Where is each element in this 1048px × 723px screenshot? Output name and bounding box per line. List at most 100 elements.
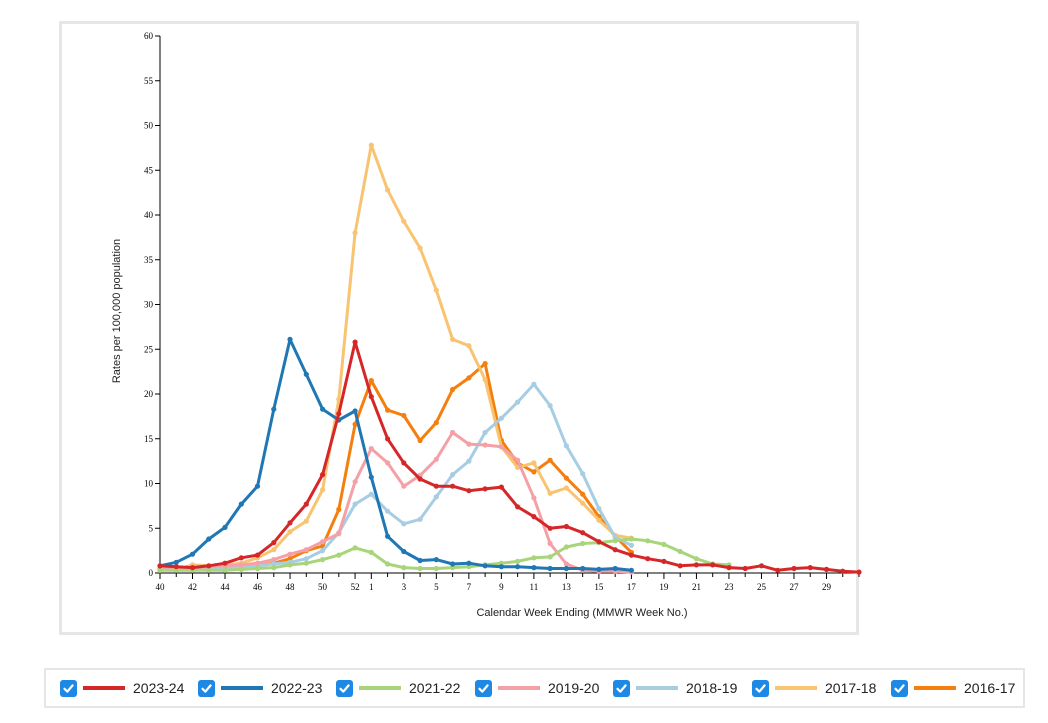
series-2023-24 bbox=[157, 339, 862, 575]
checkbox-checked-icon[interactable] bbox=[613, 679, 630, 697]
data-point bbox=[238, 566, 244, 573]
data-point bbox=[157, 563, 163, 569]
data-point bbox=[320, 472, 326, 478]
data-point bbox=[433, 565, 439, 572]
data-point bbox=[303, 501, 309, 507]
legend-swatch bbox=[775, 686, 817, 690]
data-point bbox=[466, 343, 472, 349]
data-point bbox=[775, 567, 781, 573]
data-point bbox=[271, 557, 277, 563]
data-point bbox=[563, 443, 569, 449]
data-point bbox=[271, 406, 277, 412]
data-point bbox=[157, 567, 163, 573]
data-point bbox=[677, 563, 683, 569]
data-point bbox=[417, 516, 423, 522]
data-point bbox=[742, 565, 748, 572]
legend-label: 2017-18 bbox=[825, 680, 877, 696]
data-point bbox=[238, 501, 244, 507]
data-point bbox=[254, 560, 261, 566]
x-tick-label: 29 bbox=[822, 582, 832, 592]
data-point bbox=[580, 500, 586, 506]
series-line bbox=[160, 362, 633, 571]
data-point bbox=[287, 556, 293, 562]
x-tick-label: 23 bbox=[724, 582, 734, 592]
data-point bbox=[515, 564, 521, 570]
data-point bbox=[580, 530, 586, 536]
y-tick-label: 15 bbox=[144, 434, 154, 444]
data-point bbox=[303, 560, 309, 566]
data-point bbox=[515, 504, 521, 510]
data-point bbox=[336, 552, 342, 558]
data-point bbox=[287, 520, 293, 526]
data-point bbox=[336, 531, 342, 537]
data-point bbox=[320, 557, 326, 563]
data-point bbox=[645, 556, 651, 562]
data-point bbox=[320, 539, 326, 545]
legend-item-2018-19[interactable]: 2018-19 bbox=[613, 670, 737, 706]
checkbox-checked-icon[interactable] bbox=[475, 679, 492, 697]
y-tick-label: 30 bbox=[144, 300, 154, 310]
data-point bbox=[450, 483, 456, 489]
checkbox-checked-icon[interactable] bbox=[336, 679, 353, 697]
data-point bbox=[401, 218, 407, 224]
data-point bbox=[385, 407, 391, 413]
data-point bbox=[450, 386, 456, 393]
legend-label: 2023-24 bbox=[133, 680, 185, 696]
x-tick-label: 15 bbox=[594, 582, 604, 592]
data-point bbox=[563, 485, 569, 491]
data-point bbox=[173, 564, 179, 570]
legend-item-2023-24[interactable]: 2023-24 bbox=[60, 670, 184, 706]
data-point bbox=[807, 565, 813, 571]
data-point bbox=[693, 556, 700, 562]
data-point bbox=[498, 415, 504, 421]
data-point bbox=[482, 429, 488, 436]
data-point bbox=[482, 377, 488, 383]
data-point bbox=[563, 523, 569, 530]
data-point bbox=[368, 378, 374, 384]
data-point bbox=[222, 524, 228, 530]
checkbox-checked-icon[interactable] bbox=[891, 679, 908, 697]
y-tick-label: 60 bbox=[144, 31, 154, 41]
checkbox-checked-icon[interactable] bbox=[198, 679, 215, 697]
series-line bbox=[159, 431, 632, 574]
y-tick-label: 10 bbox=[144, 479, 154, 489]
series-line bbox=[159, 143, 632, 572]
y-tick-label: 45 bbox=[144, 165, 154, 175]
legend-item-2016-17[interactable]: 2016-17 bbox=[891, 670, 1015, 706]
data-point bbox=[466, 560, 472, 566]
data-point bbox=[271, 565, 277, 571]
data-point bbox=[303, 518, 309, 524]
data-point bbox=[482, 563, 488, 569]
data-point bbox=[222, 567, 228, 573]
data-point bbox=[628, 536, 635, 542]
data-point bbox=[271, 561, 277, 567]
series-2022-23 bbox=[157, 336, 635, 573]
data-point bbox=[580, 565, 586, 572]
data-point bbox=[368, 491, 374, 497]
x-tick-label: 9 bbox=[499, 582, 504, 592]
checkbox-checked-icon[interactable] bbox=[60, 679, 77, 697]
data-point bbox=[401, 548, 407, 555]
legend-item-2021-22[interactable]: 2021-22 bbox=[336, 670, 460, 706]
data-point bbox=[531, 460, 537, 466]
y-tick-label: 5 bbox=[149, 523, 154, 533]
x-tick-label: 3 bbox=[402, 582, 407, 592]
data-point bbox=[417, 437, 423, 444]
legend-swatch bbox=[221, 686, 263, 690]
data-point bbox=[401, 412, 407, 419]
chart-panel: 0 5 10 15 20 25 30 35 40 45 50 55 60 40 42 44 46 48 50 52 1 3… bbox=[59, 21, 862, 635]
data-point bbox=[320, 548, 326, 554]
legend-item-2017-18[interactable]: 2017-18 bbox=[752, 670, 876, 706]
x-tick-label: 17 bbox=[627, 582, 637, 592]
checkbox-checked-icon[interactable] bbox=[752, 679, 769, 697]
data-point bbox=[433, 494, 439, 500]
legend-item-2019-20[interactable]: 2019-20 bbox=[475, 670, 599, 706]
data-point bbox=[466, 488, 472, 494]
y-tick-label: 20 bbox=[144, 389, 154, 399]
legend-item-2022-23[interactable]: 2022-23 bbox=[198, 670, 322, 706]
data-point bbox=[547, 403, 553, 409]
data-point bbox=[547, 457, 553, 463]
data-point bbox=[433, 420, 439, 426]
data-point bbox=[385, 460, 391, 466]
data-point bbox=[450, 472, 456, 478]
